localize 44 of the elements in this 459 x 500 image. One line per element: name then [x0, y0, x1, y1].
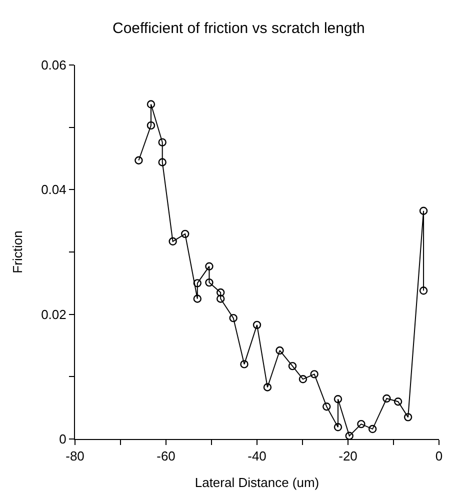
point	[134, 156, 143, 164]
point	[345, 432, 354, 440]
y-axis-title: Friction	[10, 230, 26, 274]
point	[357, 420, 366, 428]
point	[146, 100, 156, 108]
y-tick-label: 0.02	[41, 306, 66, 322]
point	[322, 402, 331, 411]
point	[288, 362, 297, 370]
point	[158, 158, 166, 166]
x-axis-title: Lateral Distance (um)	[194, 475, 320, 490]
point	[181, 230, 190, 238]
x-tick-label: 0	[435, 448, 443, 464]
y-tick-label: 0.06	[41, 58, 66, 73]
point	[229, 314, 238, 322]
y-tick-label: 0.04	[41, 182, 66, 198]
point	[263, 383, 272, 392]
point	[334, 395, 342, 404]
point	[404, 413, 412, 422]
point	[168, 237, 177, 246]
point	[276, 346, 284, 355]
point	[240, 360, 248, 368]
point	[298, 375, 308, 384]
point	[419, 206, 428, 215]
point	[146, 121, 156, 130]
point	[310, 370, 318, 378]
point	[205, 278, 214, 287]
point	[216, 294, 225, 303]
point	[193, 279, 202, 288]
point	[382, 394, 391, 403]
point	[205, 262, 214, 270]
x-tick-label: -60	[156, 448, 176, 464]
point	[334, 423, 342, 432]
point	[193, 294, 202, 303]
point	[158, 138, 166, 146]
x-tick-label: -40	[248, 448, 266, 464]
x-tick-label: -20	[338, 448, 358, 464]
point	[419, 286, 428, 295]
y-tick-label: 0	[59, 432, 66, 447]
point	[216, 288, 225, 297]
point	[368, 424, 377, 434]
point	[252, 320, 262, 330]
point	[394, 398, 402, 406]
chart-title: Coefficient of friction vs scratch length	[112, 20, 365, 37]
x-tick-label: -80	[66, 448, 84, 464]
